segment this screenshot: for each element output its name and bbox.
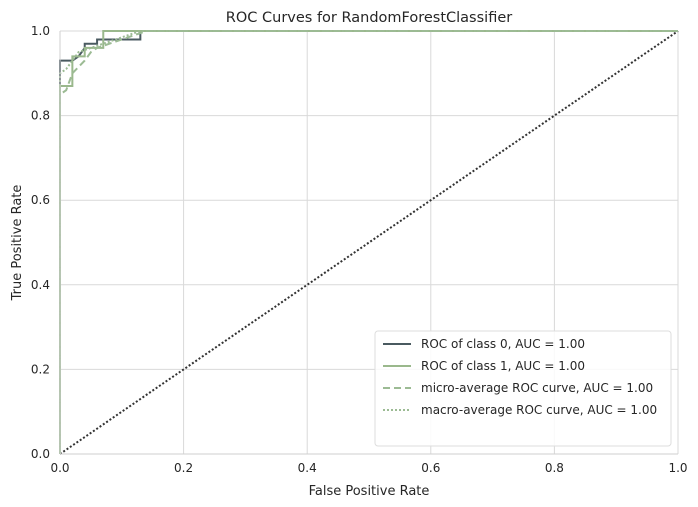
series-line-2 — [59, 30, 678, 454]
x-tick-label: 1.0 — [668, 461, 687, 475]
x-tick-label: 0.8 — [545, 461, 564, 475]
chart-title: ROC Curves for RandomForestClassifier — [226, 10, 512, 26]
legend: ROC of class 0, AUC = 1.00 ROC of class 1… — [374, 330, 672, 447]
x-tick-label: 0.0 — [50, 461, 69, 475]
y-tick-label: 0.6 — [31, 193, 50, 207]
series-line-0 — [59, 30, 678, 454]
y-tick-label: 0.8 — [31, 109, 50, 123]
grid — [59, 30, 679, 455]
reference-line-layer — [59, 30, 679, 455]
x-tick-label: 0.4 — [298, 461, 317, 475]
series-line-3 — [59, 30, 678, 454]
legend-label-1: ROC of class 1, AUC = 1.00 — [421, 359, 585, 373]
y-axis-label: True Positive Rate — [10, 185, 25, 302]
y-tick-label: 0.4 — [31, 278, 50, 292]
x-axis-label: False Positive Rate — [309, 484, 430, 499]
y-tick-label: 0.0 — [31, 447, 50, 461]
axes — [59, 31, 678, 455]
x-tick-label: 0.6 — [421, 461, 440, 475]
reference-diagonal-line — [59, 30, 679, 455]
series-layer — [59, 30, 678, 454]
legend-label-3: macro-average ROC curve, AUC = 1.00 — [421, 403, 657, 417]
y-tick-label: 0.2 — [31, 362, 50, 376]
x-tick-labels: 0.0 0.2 0.4 0.6 0.8 1.0 — [50, 461, 687, 475]
x-tick-label: 0.2 — [174, 461, 193, 475]
y-tick-label: 1.0 — [31, 24, 50, 38]
legend-label-2: micro-average ROC curve, AUC = 1.00 — [421, 381, 653, 395]
y-tick-labels: 0.0 0.2 0.4 0.6 0.8 1.0 — [31, 24, 50, 461]
legend-box — [374, 330, 672, 447]
legend-label-0: ROC of class 0, AUC = 1.00 — [421, 337, 585, 351]
series-line-1 — [59, 30, 678, 454]
